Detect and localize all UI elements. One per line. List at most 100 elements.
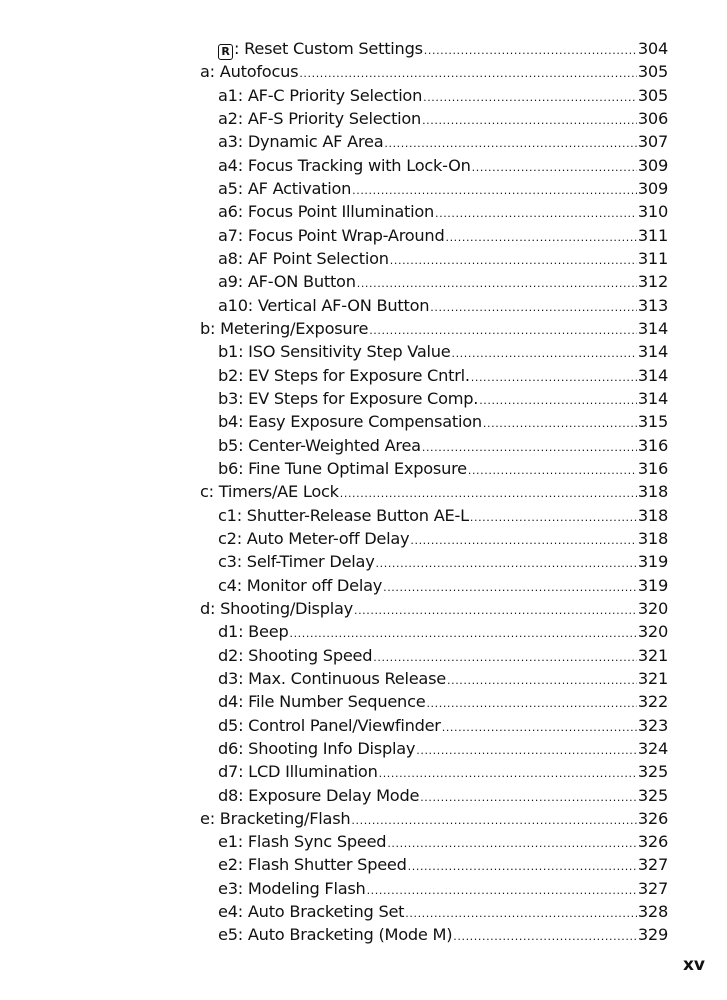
toc-entry-page: 304 <box>637 39 668 58</box>
toc-entry-label: e2: Flash Shutter Speed <box>218 855 407 875</box>
dot-leader <box>299 62 637 83</box>
toc-entry-page: 312 <box>637 272 668 292</box>
toc-entry[interactable]: a: Autofocus 305 <box>200 60 668 83</box>
toc-entry-label: a3: Dynamic AF Area <box>218 132 384 152</box>
toc-entry[interactable]: a4: Focus Tracking with Lock-On 309 <box>200 154 668 177</box>
toc-entry[interactable]: a3: Dynamic AF Area 307 <box>200 130 668 153</box>
toc-entry[interactable]: e: Bracketing/Flash 326 <box>200 807 668 830</box>
dot-leader <box>422 109 637 130</box>
toc-entry-label: d4: File Number Sequence <box>218 692 426 712</box>
toc-entry[interactable]: a10: Vertical AF-ON Button 313 <box>200 294 668 317</box>
toc-entry[interactable]: a9: AF-ON Button 312 <box>200 270 668 293</box>
toc-entry-page: 326 <box>637 808 668 828</box>
toc-entry[interactable]: b2: EV Steps for Exposure Cntrl. 314 <box>200 364 668 387</box>
toc-entry[interactable]: e2: Flash Shutter Speed 327 <box>200 853 668 876</box>
toc-entry[interactable]: e1: Flash Sync Speed 326 <box>200 830 668 853</box>
dot-leader <box>422 436 637 457</box>
toc-entry-page: 322 <box>637 692 668 712</box>
toc-entry-label: a2: AF-S Priority Selection <box>218 108 422 128</box>
toc-entry-label: e: Bracketing/Flash <box>200 808 351 828</box>
toc-entry[interactable]: c3: Self-Timer Delay 319 <box>200 550 668 573</box>
toc-entry[interactable]: e3: Modeling Flash 327 <box>200 877 668 900</box>
toc-entry-page: 325 <box>637 762 668 782</box>
toc-entry-label: d6: Shooting Info Display <box>218 738 416 758</box>
toc-entry-page: 305 <box>637 85 668 105</box>
toc-entry-label: a4: Focus Tracking with Lock-On <box>218 155 471 175</box>
toc-entry[interactable]: c2: Auto Meter-off Delay 318 <box>200 527 668 550</box>
toc-entry-page: 325 <box>637 785 668 805</box>
toc-entry-label: d: Shooting/Display <box>200 598 353 618</box>
toc-entry-page: 323 <box>637 715 668 735</box>
toc-entry[interactable]: b4: Easy Exposure Compensation 315 <box>200 410 668 433</box>
toc-entry[interactable]: a2: AF-S Priority Selection 306 <box>200 107 668 130</box>
toc-entry[interactable]: e4: Auto Bracketing Set 328 <box>200 900 668 923</box>
toc-entry-page: 310 <box>637 202 668 222</box>
toc-entry[interactable]: c: Timers/AE Lock 318 <box>200 480 668 503</box>
toc-entry[interactable]: b5: Center-Weighted Area 316 <box>200 434 668 457</box>
toc-entry-label: d3: Max. Continuous Release <box>218 668 446 688</box>
toc-entry[interactable]: c1: Shutter-Release Button AE-L 318 <box>200 504 668 527</box>
toc-entry-separator: : <box>234 39 245 58</box>
toc-entry-page: 314 <box>637 365 668 385</box>
toc-entry-label: d7: LCD Illumination <box>218 762 378 782</box>
toc-entry[interactable]: d1: Beep 320 <box>200 620 668 643</box>
toc-entry[interactable]: a7: Focus Point Wrap-Around 311 <box>200 224 668 247</box>
toc-entry-page: 319 <box>637 575 668 595</box>
toc-entry[interactable]: b3: EV Steps for Exposure Comp. 314 <box>200 387 668 410</box>
toc-entry[interactable]: d7: LCD Illumination 325 <box>200 760 668 783</box>
toc-entry[interactable]: d8: Exposure Delay Mode 325 <box>200 784 668 807</box>
dot-leader <box>383 576 637 597</box>
dot-leader <box>468 459 637 480</box>
toc-entry[interactable]: d6: Shooting Info Display 324 <box>200 737 668 760</box>
toc-entry-label: d2: Shooting Speed <box>218 645 373 665</box>
toc-entry-page: 327 <box>637 855 668 875</box>
dot-leader <box>479 389 637 410</box>
toc-entry[interactable]: R: Reset Custom Settings 304 <box>200 37 668 60</box>
toc-entry-page: 311 <box>637 225 668 245</box>
toc-entry-page: 318 <box>637 482 668 502</box>
reset-icon: R <box>218 44 233 60</box>
toc-entry[interactable]: a6: Focus Point Illumination 310 <box>200 200 668 223</box>
dot-leader <box>405 902 637 923</box>
toc-entry-label: d8: Exposure Delay Mode <box>218 785 420 805</box>
dot-leader <box>289 622 636 643</box>
toc-entry[interactable]: c4: Monitor off Delay 319 <box>200 574 668 597</box>
dot-leader <box>447 669 637 690</box>
dot-leader <box>408 855 637 876</box>
toc-entry[interactable]: a8: AF Point Selection 311 <box>200 247 668 270</box>
toc-entry-page: 311 <box>637 248 668 268</box>
toc-entry[interactable]: b6: Fine Tune Optimal Exposure 316 <box>200 457 668 480</box>
toc-entry[interactable]: d: Shooting/Display 320 <box>200 597 668 620</box>
toc-entry[interactable]: b: Metering/Exposure 314 <box>200 317 668 340</box>
dot-leader <box>379 762 637 783</box>
toc-entry[interactable]: e5: Auto Bracketing (Mode M) 329 <box>200 923 668 946</box>
toc-entry-label: a9: AF-ON Button <box>218 272 356 292</box>
toc-entry[interactable]: b1: ISO Sensitivity Step Value 314 <box>200 340 668 363</box>
toc-entry-label: b: Metering/Exposure <box>200 318 369 338</box>
toc-entry-page: 307 <box>637 132 668 152</box>
toc-entry-label: d1: Beep <box>218 622 289 642</box>
table-of-contents: R: Reset Custom Settings 304 a: Autofocus 3… <box>200 37 668 947</box>
toc-entry[interactable]: a5: AF Activation 309 <box>200 177 668 200</box>
dot-leader <box>390 249 637 270</box>
toc-entry-label: a5: AF Activation <box>218 178 352 198</box>
toc-entry-label: a7: Focus Point Wrap-Around <box>218 225 445 245</box>
toc-entry[interactable]: a1: AF-C Priority Selection 305 <box>200 84 668 107</box>
dot-leader <box>472 156 637 177</box>
toc-entry-label: d5: Control Panel/Viewfinder <box>218 715 441 735</box>
toc-entry-page: 328 <box>637 902 668 922</box>
toc-entry[interactable]: d2: Shooting Speed 321 <box>200 644 668 667</box>
toc-entry-label: e3: Modeling Flash <box>218 878 366 898</box>
toc-entry-label: R: Reset Custom Settings <box>218 37 423 60</box>
toc-entry-label: b5: Center-Weighted Area <box>218 435 421 455</box>
toc-entry[interactable]: d4: File Number Sequence 322 <box>200 690 668 713</box>
dot-leader <box>451 342 636 363</box>
toc-entry[interactable]: d3: Max. Continuous Release 321 <box>200 667 668 690</box>
toc-entry[interactable]: d5: Control Panel/Viewfinder 323 <box>200 714 668 737</box>
toc-entry-label: c: Timers/AE Lock <box>200 482 339 502</box>
toc-entry-label: c3: Self-Timer Delay <box>218 552 375 572</box>
toc-entry-label: b1: ISO Sensitivity Step Value <box>218 342 451 362</box>
dot-leader <box>424 39 637 60</box>
toc-entry-label: a1: AF-C Priority Selection <box>218 85 423 105</box>
toc-entry-label: b2: EV Steps for Exposure Cntrl. <box>218 365 470 385</box>
